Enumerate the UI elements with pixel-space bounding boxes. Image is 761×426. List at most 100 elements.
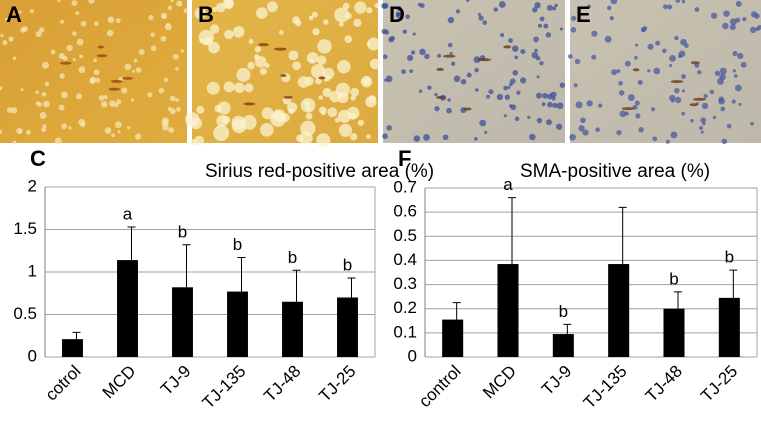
cell <box>194 135 205 146</box>
cell <box>206 81 220 95</box>
cell <box>224 29 234 40</box>
cell <box>20 88 24 92</box>
cell <box>29 9 34 14</box>
stain <box>257 43 270 47</box>
annotation: b <box>288 248 297 267</box>
cell <box>699 126 703 130</box>
y-tick-label: 2 <box>28 176 37 195</box>
cell <box>10 107 18 114</box>
cell <box>680 38 687 46</box>
cell <box>488 89 494 95</box>
cell <box>574 58 581 65</box>
x-tick-label: TJ-135 <box>199 362 250 413</box>
cell <box>279 30 284 35</box>
cell <box>148 15 154 21</box>
cell <box>575 101 583 109</box>
cell <box>552 6 557 11</box>
cell <box>42 124 47 129</box>
cell <box>350 95 356 101</box>
cell <box>447 16 455 24</box>
cell <box>312 28 320 36</box>
cell <box>342 2 350 10</box>
cell <box>88 0 95 4</box>
cell <box>508 104 513 108</box>
cell <box>536 92 543 99</box>
cell <box>534 2 541 9</box>
cell <box>384 29 390 35</box>
cell <box>308 15 314 21</box>
cell <box>107 16 115 24</box>
cell <box>655 40 661 46</box>
cell <box>103 95 108 100</box>
cell <box>161 14 167 19</box>
cell <box>350 133 358 141</box>
cell <box>367 37 381 51</box>
cell <box>681 74 686 79</box>
cell <box>580 117 586 124</box>
cell <box>214 104 223 113</box>
cell <box>248 39 254 44</box>
cell <box>634 100 640 106</box>
cell <box>477 12 481 16</box>
cell <box>536 117 543 124</box>
cell <box>134 133 142 140</box>
cell <box>479 119 487 127</box>
cell <box>670 131 678 139</box>
cell <box>382 54 388 60</box>
stain <box>621 107 635 111</box>
cell <box>537 23 543 28</box>
panel-letter: E <box>576 2 591 27</box>
cell <box>651 107 656 112</box>
cell <box>402 29 407 34</box>
error-bar <box>729 269 738 298</box>
cell <box>451 61 456 66</box>
cell <box>474 67 479 73</box>
cell <box>241 115 257 130</box>
cell <box>288 50 299 61</box>
cell <box>550 91 557 98</box>
cell <box>434 92 438 97</box>
cell <box>354 1 367 14</box>
cell <box>75 93 83 100</box>
cell <box>559 82 566 88</box>
cell <box>710 12 718 19</box>
cell <box>700 117 707 124</box>
x-tick-label: MCD <box>479 362 520 403</box>
cell <box>595 127 600 133</box>
cell <box>170 0 174 2</box>
error-bar <box>182 244 191 288</box>
cell <box>500 32 505 37</box>
y-tick-label: 0.2 <box>393 298 417 317</box>
cell <box>508 38 513 43</box>
cell <box>637 80 643 86</box>
cell <box>223 81 235 93</box>
cell <box>551 97 556 101</box>
error-bar <box>674 291 682 309</box>
cell <box>732 50 738 57</box>
cell <box>507 85 511 90</box>
cell <box>514 116 520 122</box>
cell <box>260 123 274 137</box>
cell <box>270 111 286 127</box>
cell <box>474 137 478 141</box>
cell <box>212 7 218 12</box>
cell <box>310 64 326 79</box>
cell <box>208 41 220 54</box>
cell <box>360 75 373 88</box>
cell <box>306 105 311 111</box>
cell <box>232 26 245 38</box>
cell <box>368 95 377 103</box>
cell <box>729 24 736 31</box>
stain <box>436 67 444 71</box>
cell <box>536 75 540 79</box>
cell <box>316 133 331 148</box>
cell <box>478 15 484 21</box>
cell <box>115 18 121 24</box>
x-tick-label: TJ-48 <box>260 362 304 406</box>
annotation: b <box>669 269 678 288</box>
chart-title: SMA-positive area (%) <box>520 161 710 182</box>
cell <box>423 134 430 141</box>
x-tick-label: cotrol <box>42 362 85 405</box>
panel-letter: D <box>389 2 405 27</box>
